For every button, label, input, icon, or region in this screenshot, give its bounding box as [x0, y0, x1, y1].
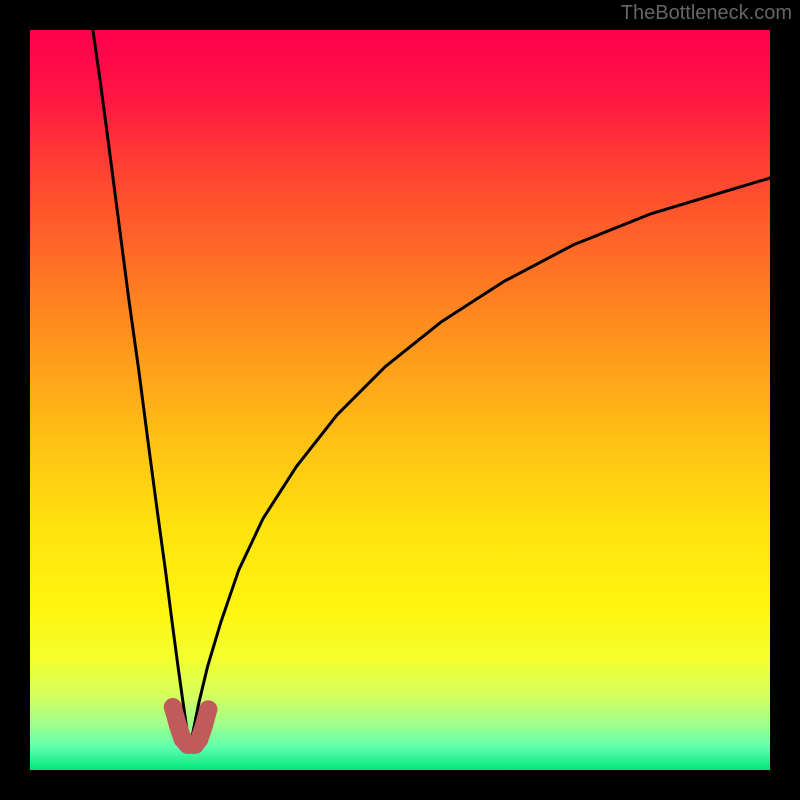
curve-left-branch: [93, 30, 189, 744]
plot-area: [30, 30, 770, 770]
curve-overlay: [30, 30, 770, 770]
outer-frame: TheBottleneck.com: [0, 0, 800, 800]
valley-marker: [164, 698, 218, 754]
curve-right-branch: [189, 178, 770, 744]
watermark-text: TheBottleneck.com: [621, 2, 792, 25]
